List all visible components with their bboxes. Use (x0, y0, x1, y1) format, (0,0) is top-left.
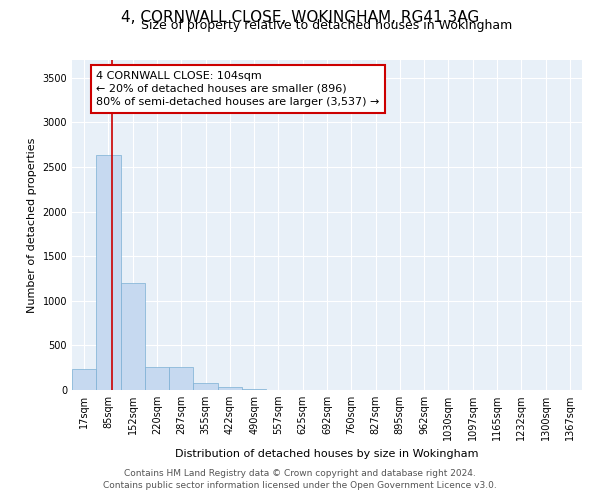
Text: Contains HM Land Registry data © Crown copyright and database right 2024.
Contai: Contains HM Land Registry data © Crown c… (103, 468, 497, 490)
Bar (218, 388, 242, 390)
Bar (96, 156, 121, 390)
Bar (145, 367, 169, 390)
Title: Size of property relative to detached houses in Wokingham: Size of property relative to detached ho… (142, 20, 512, 32)
Bar (169, 367, 193, 390)
Text: 4 CORNWALL CLOSE: 104sqm
← 20% of detached houses are smaller (896)
80% of semi-: 4 CORNWALL CLOSE: 104sqm ← 20% of detach… (96, 70, 380, 107)
Bar (121, 283, 145, 390)
Text: 4, CORNWALL CLOSE, WOKINGHAM, RG41 3AG: 4, CORNWALL CLOSE, WOKINGHAM, RG41 3AG (121, 10, 479, 25)
Y-axis label: Number of detached properties: Number of detached properties (27, 138, 37, 312)
Bar (72, 368, 96, 390)
Bar (242, 389, 266, 390)
X-axis label: Distribution of detached houses by size in Wokingham: Distribution of detached houses by size … (175, 448, 479, 458)
Bar (193, 383, 218, 390)
